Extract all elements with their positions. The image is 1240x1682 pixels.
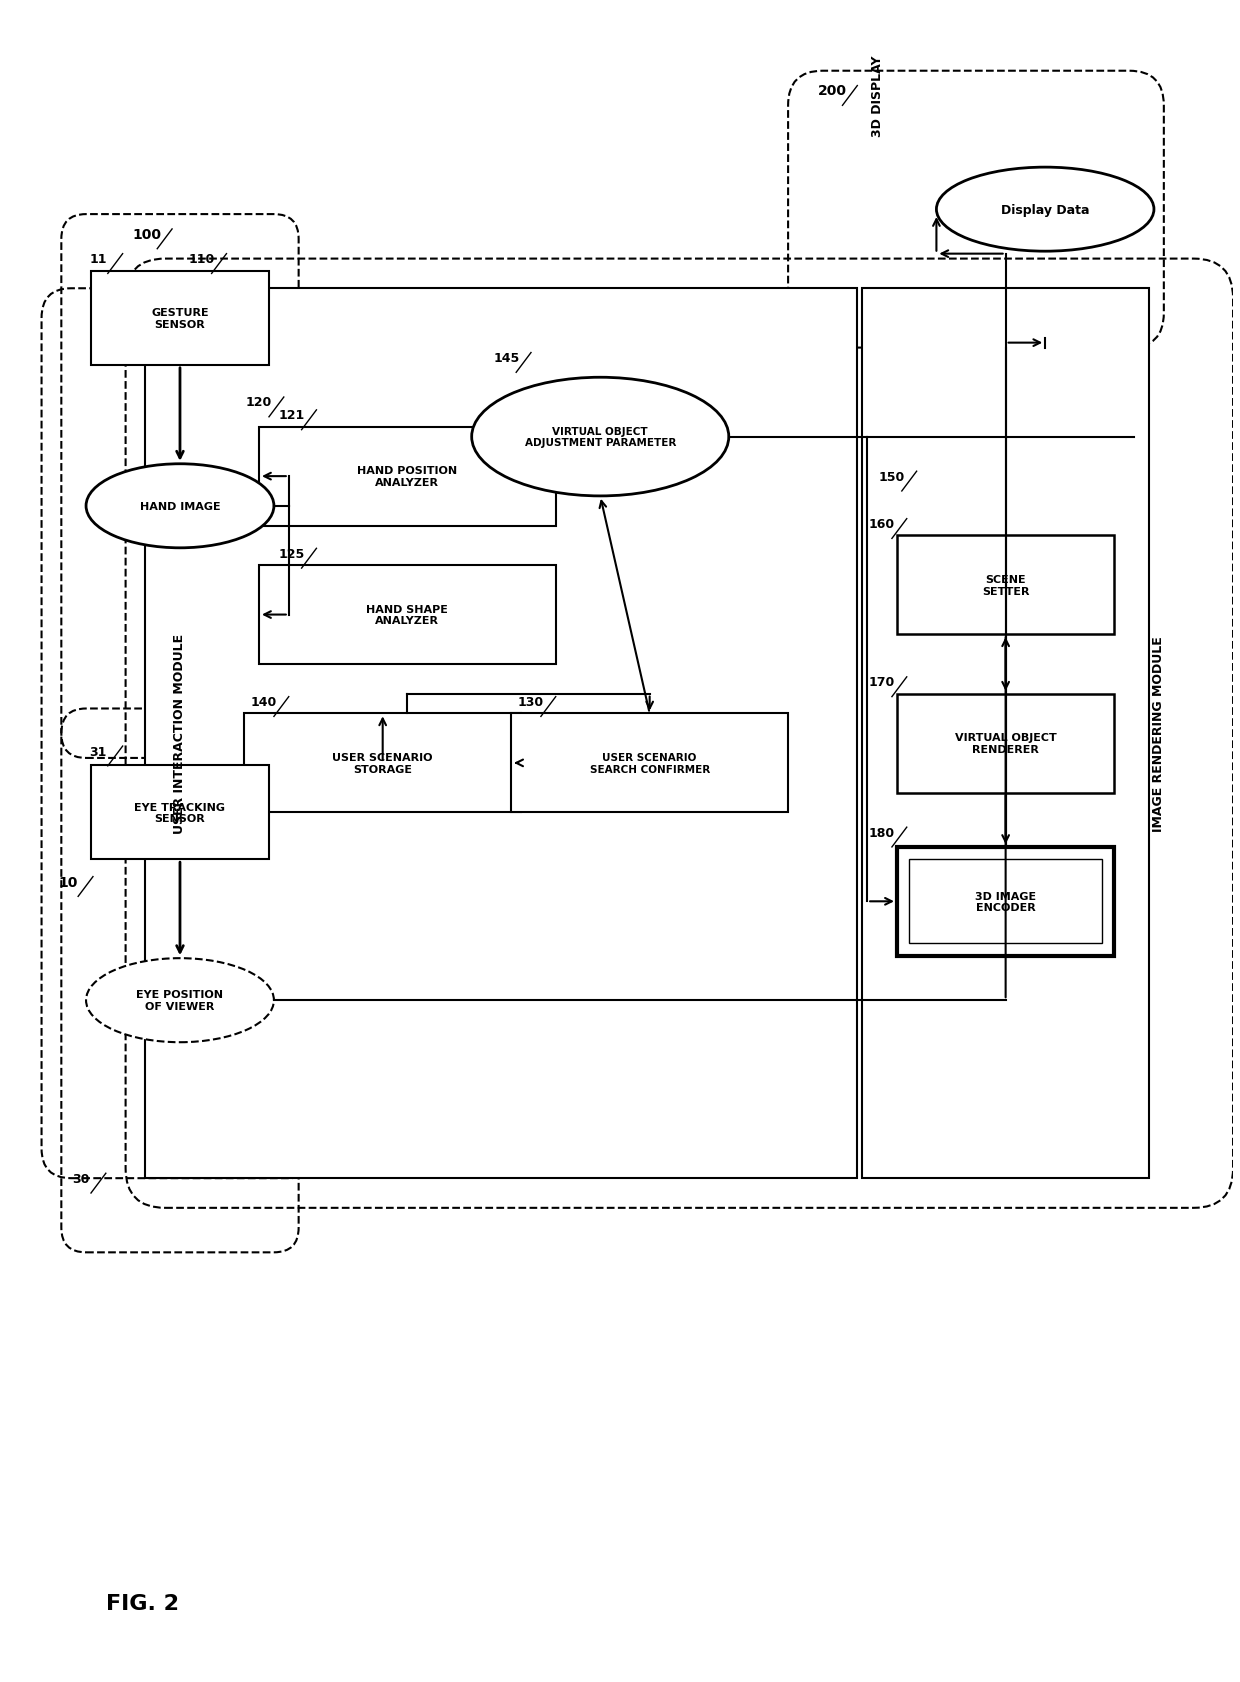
Text: 160: 160 <box>869 518 895 532</box>
Text: 130: 130 <box>518 696 544 708</box>
Text: 100: 100 <box>133 227 162 242</box>
Text: GESTURE
SENSOR: GESTURE SENSOR <box>151 308 208 330</box>
Text: 30: 30 <box>72 1172 89 1186</box>
Text: Display Data: Display Data <box>1001 204 1090 217</box>
Bar <box>511 715 789 812</box>
Text: SCENE
SETTER: SCENE SETTER <box>982 575 1029 597</box>
Bar <box>91 272 269 365</box>
Bar <box>897 537 1115 636</box>
Bar <box>91 765 269 860</box>
Text: EYE TRACKING
SENSOR: EYE TRACKING SENSOR <box>134 802 226 824</box>
Bar <box>897 848 1115 955</box>
Text: 3D IMAGE
ENCODER: 3D IMAGE ENCODER <box>975 891 1037 913</box>
Text: 121: 121 <box>279 409 305 422</box>
Text: EYE POSITION
OF VIEWER: EYE POSITION OF VIEWER <box>136 989 223 1011</box>
Bar <box>145 289 857 1179</box>
Text: 31: 31 <box>89 745 107 759</box>
Ellipse shape <box>936 168 1154 252</box>
Text: 11: 11 <box>89 252 107 266</box>
Text: 145: 145 <box>494 352 520 365</box>
Ellipse shape <box>86 959 274 1043</box>
Text: HAND IMAGE: HAND IMAGE <box>140 501 221 511</box>
Bar <box>897 695 1115 794</box>
Text: 3D DISPLAY: 3D DISPLAY <box>870 56 884 138</box>
Text: VIRTUAL OBJECT
ADJUSTMENT PARAMETER: VIRTUAL OBJECT ADJUSTMENT PARAMETER <box>525 427 676 447</box>
Text: USER SCENARIO
SEARCH CONFIRMER: USER SCENARIO SEARCH CONFIRMER <box>589 752 709 774</box>
Text: HAND POSITION
ANALYZER: HAND POSITION ANALYZER <box>357 466 458 488</box>
Bar <box>244 715 521 812</box>
Text: 125: 125 <box>279 547 305 560</box>
Text: 10: 10 <box>58 875 78 890</box>
Bar <box>862 289 1149 1179</box>
Text: 140: 140 <box>250 696 278 708</box>
Text: HAND SHAPE
ANALYZER: HAND SHAPE ANALYZER <box>367 604 449 626</box>
Bar <box>909 860 1102 944</box>
Bar <box>259 565 556 664</box>
Text: USER SCENARIO
STORAGE: USER SCENARIO STORAGE <box>332 752 433 774</box>
Ellipse shape <box>86 464 274 548</box>
Text: USER INTERACTION MODULE: USER INTERACTION MODULE <box>174 634 186 834</box>
Bar <box>259 427 556 526</box>
Text: 200: 200 <box>818 84 847 99</box>
Text: 180: 180 <box>869 826 895 839</box>
Text: 150: 150 <box>879 471 905 483</box>
Text: FIG. 2: FIG. 2 <box>105 1593 179 1613</box>
Text: 110: 110 <box>188 252 215 266</box>
Text: 170: 170 <box>869 676 895 690</box>
Text: IMAGE RENDERING MODULE: IMAGE RENDERING MODULE <box>1152 636 1166 831</box>
Text: 120: 120 <box>246 397 273 409</box>
Ellipse shape <box>471 378 729 496</box>
Text: VIRTUAL OBJECT
RENDERER: VIRTUAL OBJECT RENDERER <box>955 733 1056 755</box>
